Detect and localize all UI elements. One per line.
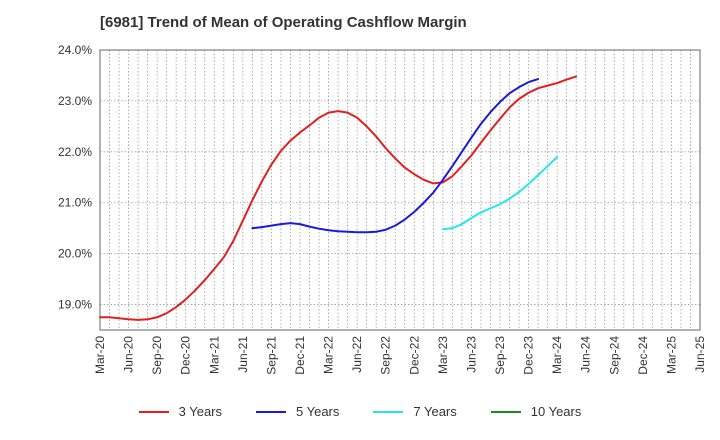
- x-tick-label: Jun-22: [350, 336, 364, 373]
- x-tick-label: Dec-23: [522, 336, 536, 375]
- chart-title: [6981] Trend of Mean of Operating Cashfl…: [100, 14, 467, 31]
- x-tick-label: Dec-24: [636, 336, 650, 375]
- x-tick-label: Dec-21: [293, 336, 307, 375]
- x-tick-label: Jun-24: [579, 336, 593, 373]
- x-tick-label: Jun-21: [236, 336, 250, 373]
- x-tick-label: Sep-22: [379, 336, 393, 375]
- legend-label: 5 Years: [296, 404, 340, 419]
- x-tick-label: Dec-20: [179, 336, 193, 375]
- x-tick-label: Sep-24: [607, 336, 621, 375]
- x-tick-label: Mar-24: [550, 336, 564, 374]
- plot-area: [100, 50, 700, 330]
- plot-frame: [99, 49, 701, 331]
- legend-label: 10 Years: [530, 404, 582, 419]
- y-tick-label: 22.0%: [58, 145, 92, 159]
- legend-item: 3 Years: [138, 404, 222, 419]
- x-tick-label: Sep-21: [264, 336, 278, 375]
- y-tick-label: 24.0%: [58, 43, 92, 57]
- x-tick-label: Dec-22: [407, 336, 421, 375]
- series-line-3-years: [99, 75, 578, 321]
- legend-swatch: [373, 410, 404, 413]
- x-tick-label: Jun-23: [464, 336, 478, 373]
- x-tick-label: Sep-20: [150, 336, 164, 375]
- x-tick-label: Mar-25: [664, 336, 678, 374]
- series-line-7-years: [441, 155, 559, 231]
- legend-label: 3 Years: [178, 404, 222, 419]
- legend-swatch: [490, 410, 521, 413]
- legend-item: 5 Years: [256, 404, 339, 419]
- x-tick-label: Sep-23: [493, 336, 507, 375]
- legend-swatch: [138, 410, 169, 413]
- legend-swatch: [256, 410, 286, 413]
- x-tick-label: Mar-21: [207, 336, 221, 374]
- y-tick-label: 21.0%: [58, 196, 92, 210]
- y-tick-label: 20.0%: [58, 247, 92, 261]
- x-tick-label: Jun-20: [122, 336, 136, 373]
- x-tick-label: Mar-20: [93, 336, 107, 374]
- y-tick-label: 23.0%: [58, 94, 92, 108]
- legend-item: 7 Years: [373, 404, 457, 419]
- legend-label: 7 Years: [413, 404, 457, 419]
- legend: 3 Years 5 Years 7 Years 10 Years: [0, 404, 720, 419]
- x-tick-label: Mar-23: [436, 336, 450, 374]
- series-line-5-years: [251, 78, 540, 234]
- x-tick-label: Mar-22: [322, 336, 336, 374]
- legend-item: 10 Years: [490, 404, 582, 419]
- y-tick-label: 19.0%: [58, 298, 92, 312]
- x-tick-label: Jun-25: [693, 336, 707, 373]
